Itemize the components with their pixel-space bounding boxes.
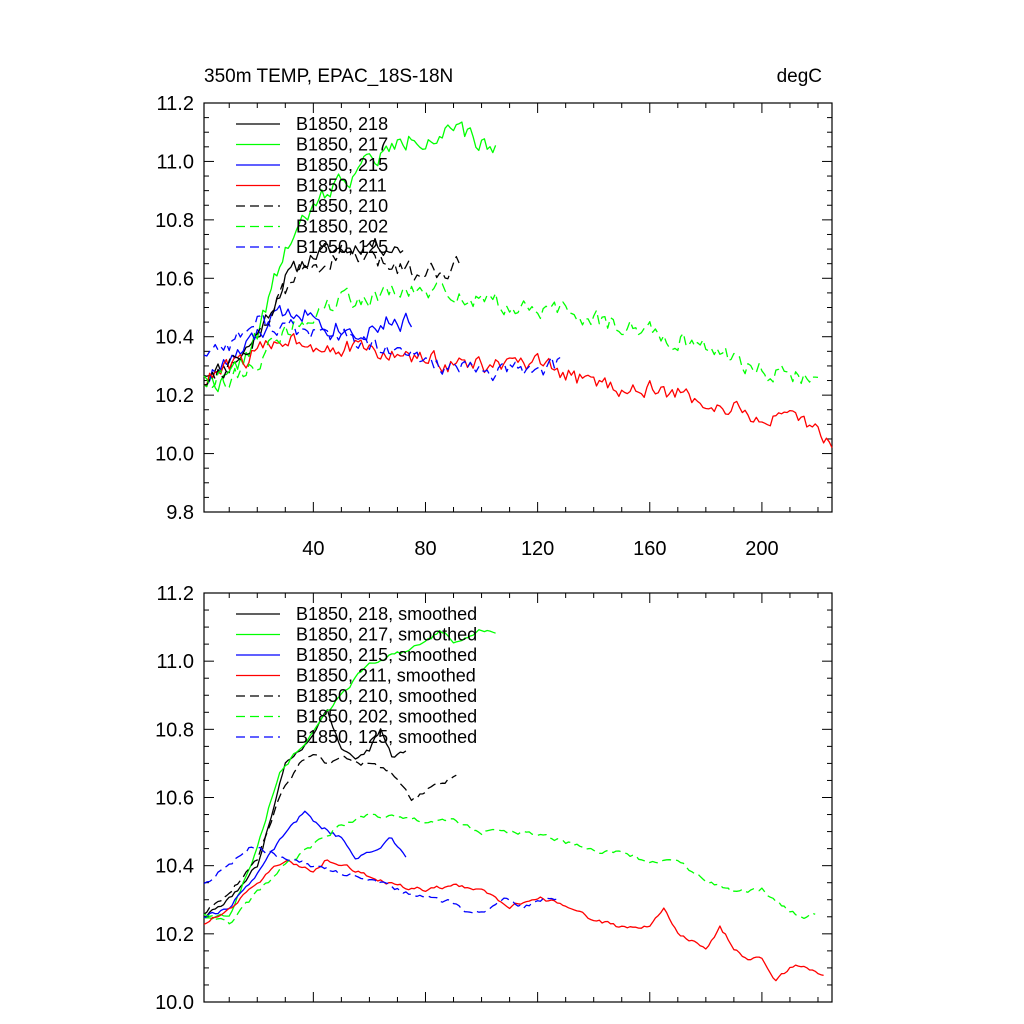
series-line-5 — [203, 282, 819, 390]
axis-ticks: 10.0 10.2 10.4 10.6 10.8 11.0 11.2 — [155, 583, 832, 1014]
legend-label: B1850, 217, smoothed — [296, 625, 477, 645]
y-tick-label: 9.8 — [166, 502, 194, 524]
series-group — [203, 629, 824, 982]
y-tick-label: 10.8 — [155, 210, 194, 232]
x-tick-label: 80 — [414, 538, 436, 560]
legend-label: B1850, 210 — [296, 196, 388, 216]
y-tick-label: 10.4 — [155, 327, 194, 349]
legend-label: B1850, 125, smoothed — [296, 727, 477, 747]
series-line-2 — [203, 810, 407, 919]
panel-units: degC — [777, 66, 822, 87]
legend-label: B1850, 217 — [296, 135, 388, 155]
legend-label: B1850, 202 — [296, 217, 388, 237]
series-line-3 — [203, 333, 833, 448]
y-tick-label: 11.2 — [157, 93, 194, 115]
series-line-1 — [203, 629, 496, 920]
top-panel: 350m TEMP, EPAC_18S-18N degC 9.8 10.0 10.2… — [155, 66, 833, 560]
series-line-4 — [203, 244, 460, 386]
y-tick-label: 10.6 — [155, 788, 194, 810]
legend-label: B1850, 218, smoothed — [296, 604, 477, 624]
legend-label: B1850, 210, smoothed — [296, 686, 477, 706]
x-tick-label: 40 — [302, 538, 324, 560]
series-line-2 — [203, 304, 413, 386]
y-tick-label: 10.0 — [155, 992, 194, 1014]
series-group — [203, 121, 833, 448]
y-tick-label: 10.8 — [155, 719, 194, 741]
y-tick-label: 11.0 — [157, 151, 194, 173]
y-tick-label: 10.2 — [155, 385, 194, 407]
legend-label: B1850, 125 — [296, 237, 388, 257]
legend-label: B1850, 218 — [296, 114, 388, 134]
legend-label: B1850, 215 — [296, 155, 388, 175]
series-line-6 — [203, 313, 561, 382]
panel-title: 350m TEMP, EPAC_18S-18N — [204, 66, 453, 87]
series-line-0 — [203, 237, 404, 380]
axis-ticks: 9.8 10.0 10.2 10.4 10.6 10.8 11.0 11.2 40 80 120 16… — [155, 93, 832, 560]
y-tick-label: 11.2 — [157, 583, 194, 605]
y-tick-label: 10.0 — [155, 444, 194, 466]
series-line-1 — [203, 121, 497, 393]
y-tick-label: 10.2 — [155, 924, 194, 946]
series-line-6 — [203, 846, 561, 914]
y-tick-label: 11.0 — [157, 651, 194, 673]
y-tick-label: 10.6 — [155, 268, 194, 290]
legend-label: B1850, 202, smoothed — [296, 707, 477, 727]
y-tick-label: 10.4 — [155, 856, 194, 878]
legend-label: B1850, 211, smoothed — [296, 666, 476, 686]
x-tick-label: 120 — [521, 538, 554, 560]
series-line-5 — [203, 813, 816, 925]
x-tick-label: 200 — [745, 538, 778, 560]
legend-label: B1850, 211 — [296, 176, 387, 196]
series-line-3 — [203, 859, 824, 982]
legend-label: B1850, 215, smoothed — [296, 645, 477, 665]
x-tick-label: 160 — [633, 538, 666, 560]
bottom-panel: 10.0 10.2 10.4 10.6 10.8 11.0 11.2 B1850, 218,… — [155, 583, 833, 1014]
series-line-4 — [203, 753, 457, 915]
